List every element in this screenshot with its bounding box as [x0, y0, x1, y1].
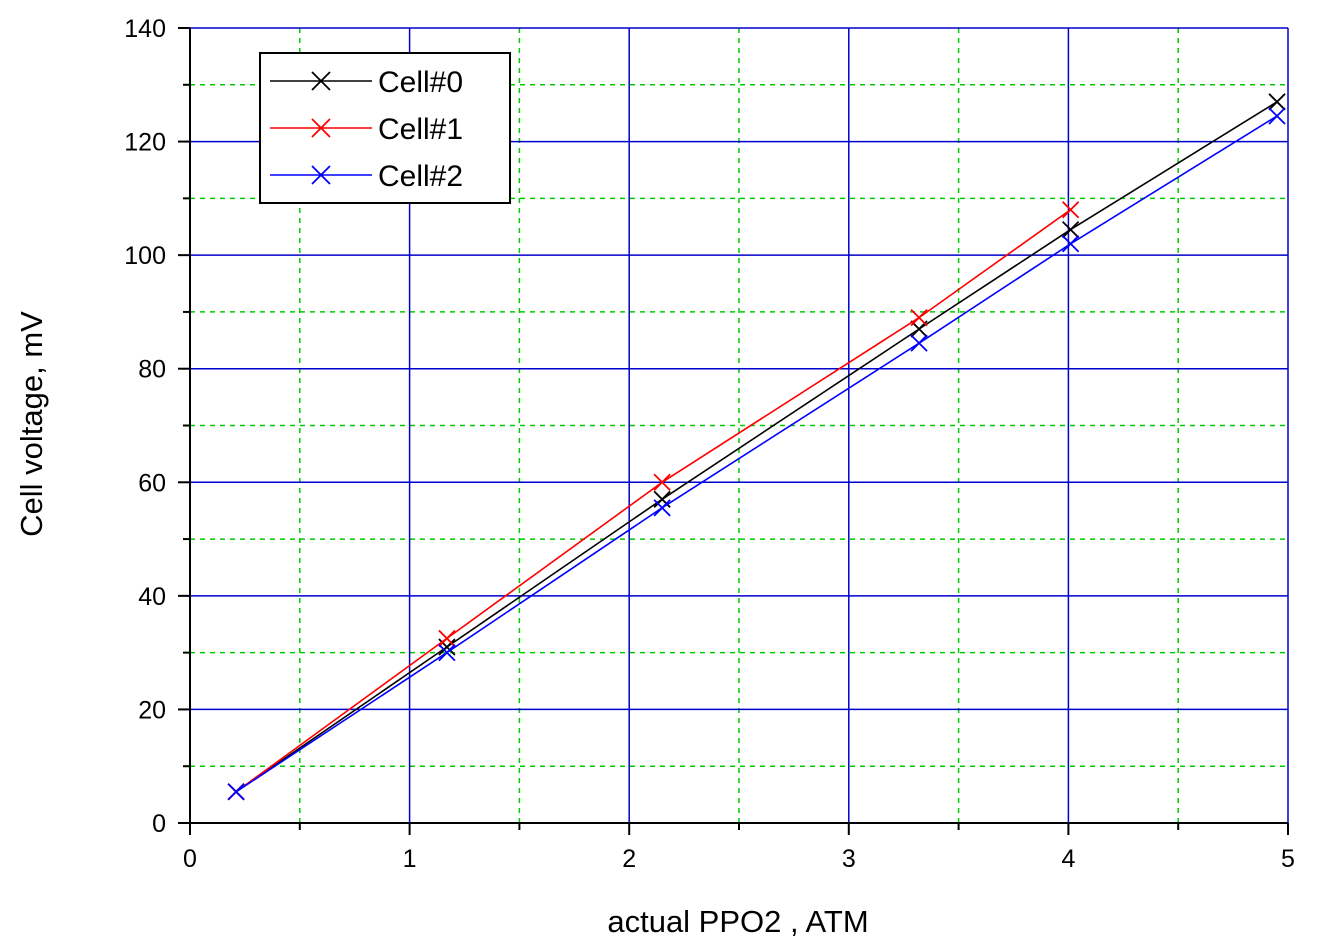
legend-label: Cell#1: [378, 113, 463, 146]
legend-entry: Cell#0: [270, 66, 463, 99]
legend-label: Cell#2: [378, 160, 463, 193]
legend-label: Cell#0: [378, 66, 463, 99]
x-tick-label: 1: [403, 845, 417, 873]
data-point-marker: [227, 783, 245, 801]
y-tick-label: 40: [138, 583, 166, 611]
tick-labels: 0 1 2 3 4 5 0 20 40 60 80 100 120 140: [124, 15, 1295, 873]
data-point-marker: [1061, 201, 1080, 219]
y-tick-label: 140: [124, 15, 166, 43]
data-point-marker: [1061, 220, 1080, 239]
x-tick-label: 3: [842, 845, 856, 873]
series-line: [235, 115, 1278, 793]
y-tick-label: 80: [138, 356, 166, 384]
y-tick-label: 60: [138, 469, 166, 497]
series-line: [235, 209, 1072, 793]
y-tick-label: 100: [124, 242, 166, 270]
series-line: [235, 101, 1278, 793]
series-layer: [227, 93, 1286, 801]
axes: [178, 27, 1289, 835]
legend-entry: Cell#2: [270, 160, 463, 193]
data-point-marker: [1268, 93, 1286, 111]
y-tick-label: 20: [138, 696, 166, 724]
y-axis-title: Cell voltage, mV: [14, 311, 49, 537]
x-axis-title: actual PPO2 , ATM: [607, 904, 868, 939]
data-point-marker: [1061, 235, 1080, 253]
legend-marker: [311, 71, 331, 91]
grid: [190, 27, 1289, 823]
legend: Cell#0 Cell#1 Cell#2: [259, 52, 511, 204]
x-tick-label: 2: [622, 845, 636, 873]
x-tick-label: 5: [1281, 845, 1295, 873]
x-tick-label: 4: [1061, 845, 1075, 873]
data-point-marker: [910, 308, 928, 327]
legend-entry: Cell#1: [270, 113, 463, 146]
data-point-marker: [1268, 107, 1286, 125]
data-point-marker: [653, 473, 671, 491]
y-tick-label: 0: [152, 810, 166, 838]
x-tick-label: 0: [183, 845, 197, 873]
data-point-marker: [438, 629, 456, 648]
y-tick-label: 120: [124, 129, 166, 157]
data-point-marker: [653, 499, 671, 517]
series-2: [227, 107, 1286, 801]
data-point-marker: [910, 334, 928, 352]
data-point-marker: [438, 644, 456, 662]
legend-marker: [311, 118, 331, 138]
series-1: [227, 201, 1080, 801]
legend-marker: [311, 165, 331, 185]
